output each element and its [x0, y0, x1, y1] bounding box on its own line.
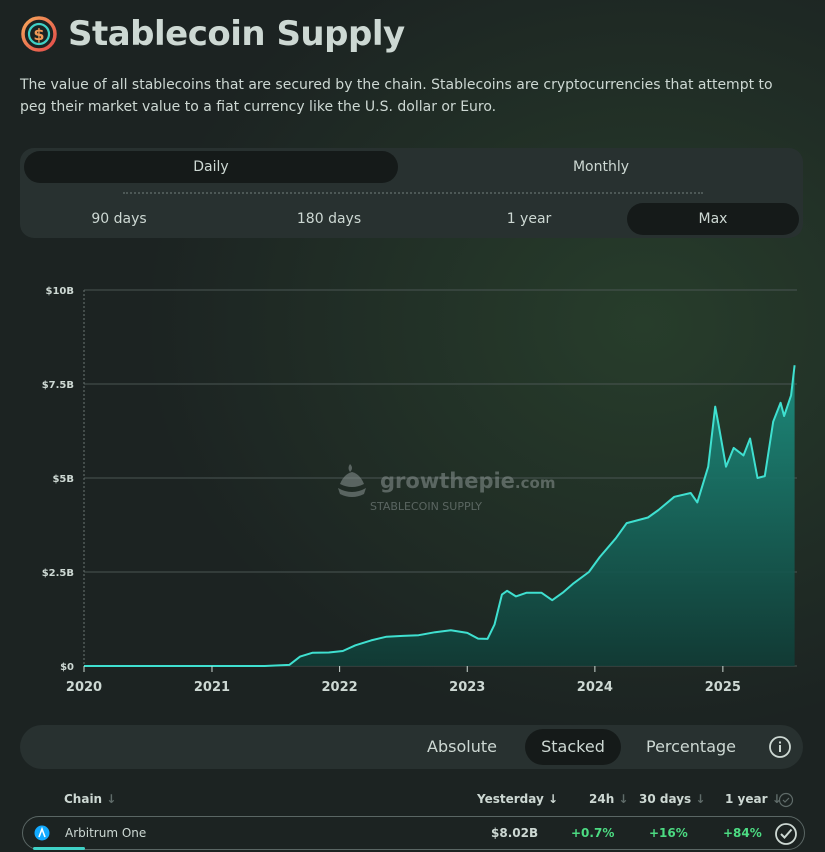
x-tick-label: 2020: [66, 680, 102, 695]
arbitrum-logo-icon: [34, 825, 50, 841]
dollar-coin-icon: $: [21, 16, 57, 52]
yesterday-value: $8.02B: [491, 826, 539, 840]
y-tick-label: $10B: [46, 286, 75, 297]
chain-name: Arbitrum One: [65, 826, 147, 840]
select-all-check-icon[interactable]: [778, 792, 794, 808]
header-1-year[interactable]: 1 year ↓: [725, 792, 782, 806]
watermark-brand: growthepie: [380, 469, 515, 493]
x-tick-label: 2025: [705, 680, 741, 695]
table-row[interactable]: Arbitrum One $8.02B +0.7% +16% +84%: [22, 816, 805, 850]
tab-monthly[interactable]: Monthly: [572, 159, 630, 175]
row-check-icon[interactable]: [774, 822, 798, 846]
range-max-button[interactable]: Max: [627, 203, 799, 235]
absolute-toggle[interactable]: Absolute: [427, 737, 497, 756]
view-toggle-bar: Absolute Stacked Percentage: [20, 725, 803, 769]
divider: [123, 192, 703, 194]
watermark-brand-suffix: .com: [515, 474, 556, 492]
page-description: The value of all stablecoins that are se…: [20, 77, 773, 115]
y-tick-label: $0: [60, 662, 74, 673]
x-tick-label: 2021: [194, 680, 230, 695]
change-24h: +0.7%: [571, 826, 615, 840]
change-1-year: +84%: [723, 826, 762, 840]
y-tick-label: $2.5B: [42, 568, 74, 579]
svg-text:$: $: [33, 25, 44, 44]
range-180-days-button[interactable]: 180 days: [296, 211, 362, 227]
sort-desc-icon: ↓: [543, 792, 559, 806]
page-header: $ Stablecoin Supply: [20, 14, 405, 54]
series-line: [84, 365, 796, 667]
y-tick-label: $7.5B: [42, 380, 74, 391]
row-share-bar: [33, 847, 85, 850]
tab-daily[interactable]: Daily: [24, 151, 398, 183]
stablecoin-supply-chart: growthepie.com STABLECOIN SUPPLY $0 $2.5B…: [0, 240, 825, 710]
stacked-toggle[interactable]: Stacked: [525, 729, 621, 765]
info-icon[interactable]: [768, 735, 792, 759]
x-tick-label: 2022: [322, 680, 358, 695]
page-title: Stablecoin Supply: [68, 14, 405, 54]
y-tick-label: $5B: [52, 474, 74, 485]
svg-text:growthepie.com: growthepie.com: [380, 469, 555, 493]
header-24h[interactable]: 24h ↓: [589, 792, 629, 806]
sort-icon: ↓: [767, 792, 782, 806]
x-tick-label: 2023: [449, 680, 485, 695]
series-area: [84, 365, 795, 666]
x-tick-label: 2024: [577, 680, 613, 695]
sort-icon: ↓: [691, 792, 706, 806]
header-yesterday[interactable]: Yesterday ↓: [477, 792, 559, 806]
header-chain[interactable]: Chain ↓: [64, 792, 117, 806]
sort-icon: ↓: [614, 792, 629, 806]
sort-icon: ↓: [102, 792, 117, 806]
time-controls: Daily Monthly 90 days 180 days 1 year Ma…: [20, 148, 803, 238]
growthepie-logo-icon: [338, 464, 366, 497]
watermark-caption: STABLECOIN SUPPLY: [370, 500, 482, 513]
watermark: growthepie.com STABLECOIN SUPPLY: [338, 464, 555, 513]
change-30-days: +16%: [649, 826, 688, 840]
table-header: Chain ↓ Yesterday ↓ 24h ↓ 30 days ↓ 1 ye…: [0, 788, 825, 810]
range-1-year-button[interactable]: 1 year: [506, 211, 552, 227]
percentage-toggle[interactable]: Percentage: [645, 737, 736, 756]
chart-svg: growthepie.com STABLECOIN SUPPLY $0 $2.5B…: [42, 286, 797, 695]
range-90-days-button[interactable]: 90 days: [91, 211, 147, 227]
header-30-days[interactable]: 30 days ↓: [639, 792, 706, 806]
